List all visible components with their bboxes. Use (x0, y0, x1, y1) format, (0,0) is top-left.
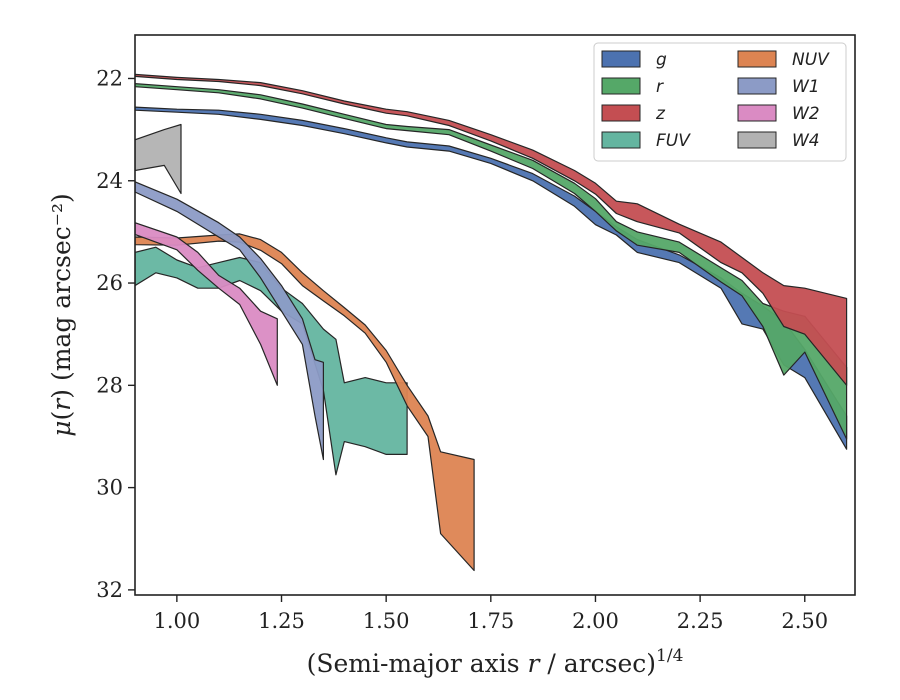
x-tick-label: 1.25 (258, 609, 305, 633)
x-tick-label: 2.00 (572, 609, 619, 633)
legend-swatch-w2 (737, 104, 777, 122)
y-tick-label: 32 (96, 578, 123, 602)
x-tick-label: 1.75 (467, 609, 514, 633)
x-axis-label: (Semi-major axis r / arcsec)1/4 (307, 646, 684, 678)
y-tick-label: 22 (96, 66, 123, 90)
series-band-g (135, 106, 848, 450)
legend-label-w2: W2 (792, 104, 820, 124)
y-tick-label: 30 (96, 476, 123, 500)
legend-label-w1: W1 (792, 77, 820, 97)
x-tick-label: 1.00 (153, 609, 200, 633)
legend-swatch-r (601, 77, 641, 95)
x-tick-label: 2.50 (781, 609, 828, 633)
y-tick-label: 28 (96, 373, 123, 397)
legend-swatch-z (601, 104, 641, 122)
plot-frame (134, 34, 856, 596)
legend-swatch-fuv (601, 131, 641, 149)
series-band-z (135, 73, 848, 386)
legend-swatch-g (601, 50, 641, 68)
y-tick-label: 24 (96, 169, 123, 193)
y-tick-label: 26 (96, 271, 123, 295)
legend-swatch-w1 (737, 77, 777, 95)
x-tick-label: 2.25 (677, 609, 724, 633)
series-band-nuv (135, 233, 475, 572)
legend-label-r: r (656, 77, 664, 97)
series-band-w2 (135, 222, 278, 386)
legend-label-w4: W4 (792, 131, 820, 151)
legend: grz FUV NUV W1 W2 W4 (593, 42, 847, 162)
legend-swatch-w4 (737, 131, 777, 149)
legend-label-nuv: NUV (792, 50, 830, 70)
series-band-r (135, 82, 848, 440)
legend-label-z: z (655, 104, 666, 124)
y-axis-label: μ(r) (mag arcsec⁻²) (47, 193, 76, 436)
legend-box (593, 42, 847, 162)
x-tick-label: 1.50 (363, 609, 410, 633)
legend-label-g: g (656, 50, 667, 70)
series-band-w4 (135, 123, 182, 195)
legend-swatch-nuv (737, 50, 777, 68)
series-band-w1 (135, 181, 324, 461)
series-bands (135, 73, 848, 572)
legend-label-fuv: FUV (656, 131, 691, 151)
axis-ticks: 1.00 1.25 1.50 1.75 2.00 2.25 2.50 22 24 26 28 30 32 (96, 66, 828, 633)
